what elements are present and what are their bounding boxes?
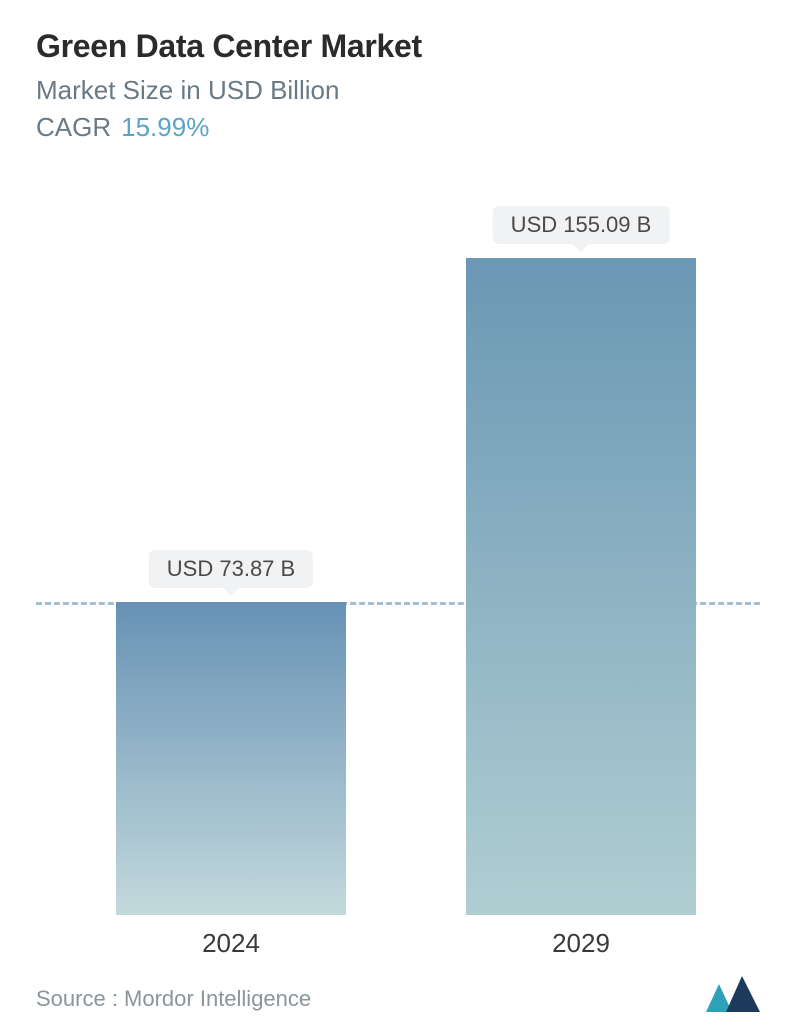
chart-title: Green Data Center Market xyxy=(36,28,760,65)
chart-area: USD 73.87 B2024 USD 155.09 B2029 xyxy=(36,195,760,915)
bar-2024: USD 73.87 B2024 xyxy=(116,602,346,915)
bar-fill xyxy=(116,602,346,915)
brand-logo-icon xyxy=(706,972,760,1012)
cagr-row: CAGR 15.99% xyxy=(36,112,760,143)
cagr-value: 15.99% xyxy=(121,112,209,142)
cagr-label: CAGR xyxy=(36,112,111,142)
footer: Source : Mordor Intelligence xyxy=(36,972,760,1012)
category-label-2024: 2024 xyxy=(202,928,260,959)
chart-subtitle: Market Size in USD Billion xyxy=(36,75,760,106)
value-label-2029: USD 155.09 B xyxy=(493,206,670,244)
bar-2029: USD 155.09 B2029 xyxy=(466,258,696,915)
source-text: Source : Mordor Intelligence xyxy=(36,986,311,1012)
value-label-2024: USD 73.87 B xyxy=(149,550,313,588)
category-label-2029: 2029 xyxy=(552,928,610,959)
bar-fill xyxy=(466,258,696,915)
